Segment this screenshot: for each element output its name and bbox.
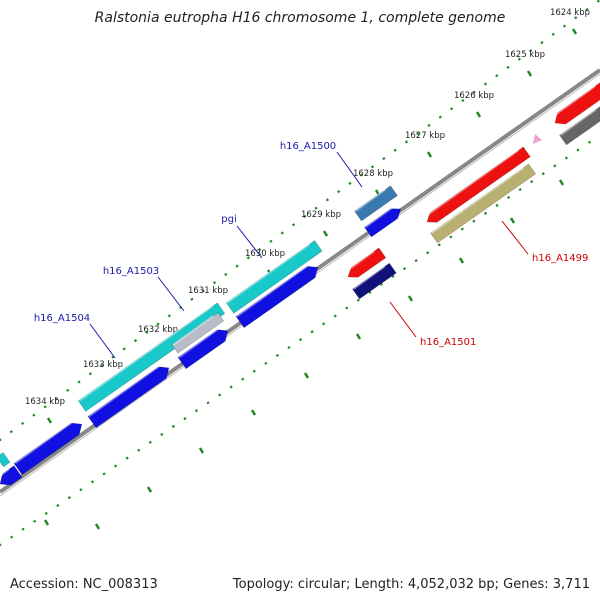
dotted-grid-line-inner	[0, 140, 592, 547]
tick-label: 1624 kbp	[550, 8, 590, 18]
tick-label: 1628 kbp	[353, 169, 393, 179]
inner-tick-mark	[94, 523, 101, 530]
inner-tick-mark	[355, 333, 362, 340]
cds-h16-a1500	[354, 185, 398, 222]
tick-label: 1631 kbp	[188, 286, 228, 296]
inner-tick-mark	[407, 295, 414, 302]
inner-tick-mark	[509, 217, 516, 224]
inner-tick-mark	[146, 486, 153, 493]
gene-red-right	[551, 82, 600, 125]
cds-h16-a1503-cyan-left	[0, 452, 11, 468]
inner-tick-mark	[458, 257, 465, 264]
gene-label: pgi	[221, 214, 236, 225]
cds-h16-a1499-red	[423, 146, 531, 223]
major-tick-mark	[475, 111, 482, 118]
major-tick-mark	[571, 28, 578, 35]
gene-blue-5	[235, 264, 319, 329]
cds-h16-a1501-red	[344, 247, 387, 278]
major-tick-mark	[374, 189, 381, 196]
gene-label: h16_A1501	[420, 337, 476, 348]
small-pink-marker	[533, 134, 542, 144]
cds-h16-a1499-olive	[430, 163, 537, 244]
gene-gray-right	[559, 106, 600, 146]
gene-label-leader	[389, 301, 417, 338]
dotted-grid-line-outer	[0, 0, 600, 442]
cds-pgi	[225, 240, 323, 314]
gene-blue-3	[87, 364, 170, 429]
gene-label-leader	[157, 276, 185, 312]
inner-tick-mark	[303, 372, 310, 379]
gene-label-leader	[501, 220, 529, 255]
major-tick-mark	[426, 151, 433, 158]
tick-label: 1626 kbp	[454, 91, 494, 101]
gene-blue-1	[0, 465, 23, 486]
major-tick-mark	[526, 70, 533, 77]
gene-label: h16_A1500	[280, 141, 336, 152]
tick-label: 1627 kbp	[405, 131, 445, 141]
inner-tick-mark	[43, 519, 50, 526]
cds-h16-a1503	[171, 312, 225, 354]
major-tick-mark	[322, 230, 329, 237]
cds-h16-a1501-navy	[352, 262, 397, 300]
gene-label-leader	[336, 151, 363, 188]
accession-text: Accession: NC_008313	[10, 577, 158, 592]
gene-label: h16_A1503	[103, 266, 159, 277]
tick-label: 1625 kbp	[505, 50, 545, 60]
major-tick-mark	[46, 417, 53, 424]
gene-blue-4	[177, 327, 229, 370]
gene-label: h16_A1499	[532, 253, 588, 264]
gene-label: h16_A1504	[34, 313, 90, 324]
gene-label-leader	[89, 323, 116, 359]
gene-blue-6	[364, 206, 402, 238]
inner-tick-mark	[198, 447, 205, 454]
tick-label: 1629 kbp	[301, 210, 341, 220]
feature-layer	[0, 82, 600, 486]
tick-label: 1632 kbp	[138, 325, 178, 335]
tick-label: 1630 kbp	[245, 249, 285, 259]
gene-blue-2	[13, 421, 83, 476]
inner-tick-mark	[558, 179, 565, 186]
tick-label: 1633 kbp	[83, 360, 123, 370]
gene-label-leader	[236, 225, 263, 259]
tick-label: 1634 kbp	[25, 397, 65, 407]
genome-summary-text: Topology: circular; Length: 4,052,032 bp…	[232, 577, 590, 592]
inner-tick-mark	[250, 409, 257, 416]
map-title: Ralstonia eutropha H16 chromosome 1, com…	[94, 10, 506, 26]
